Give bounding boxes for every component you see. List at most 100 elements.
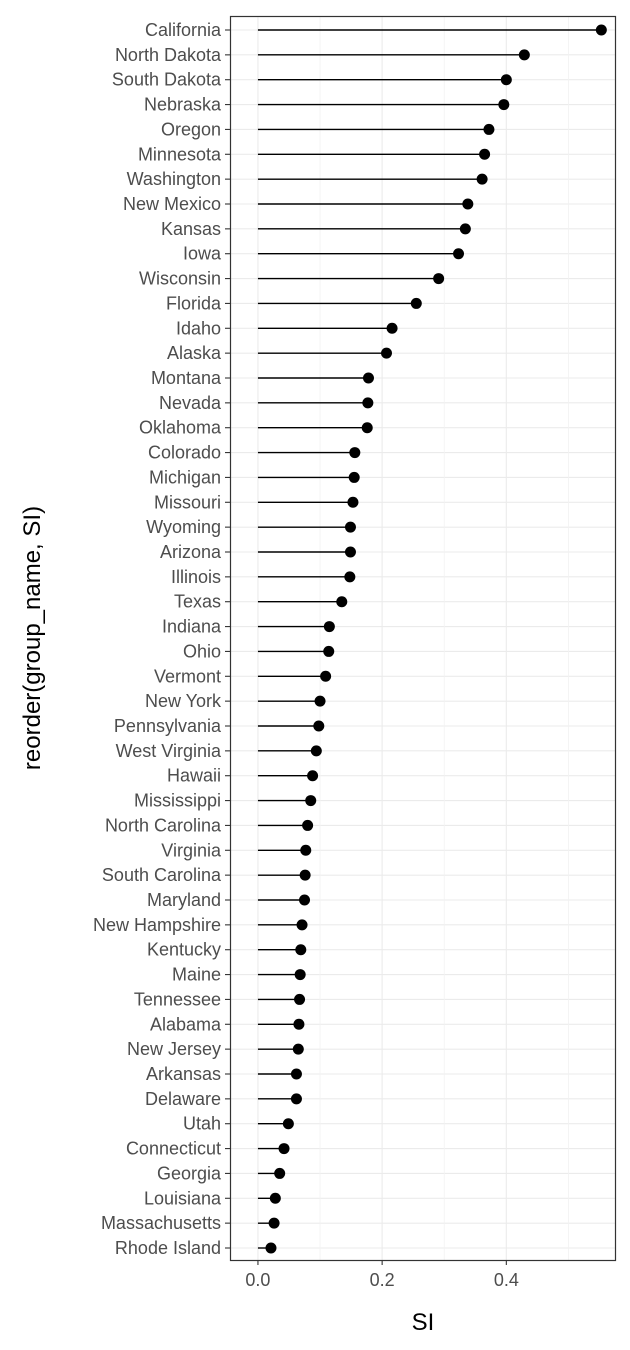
lollipop-point bbox=[361, 422, 373, 434]
lollipop-point bbox=[296, 919, 308, 931]
y-tick-label: Delaware bbox=[145, 1089, 221, 1109]
lollipop-point bbox=[282, 1118, 294, 1130]
lollipop-point bbox=[344, 521, 356, 533]
y-tick-label: Louisiana bbox=[144, 1188, 222, 1208]
y-tick-label: Michigan bbox=[149, 467, 221, 487]
y-tick-label: Idaho bbox=[176, 318, 221, 338]
x-tick-label: 0.4 bbox=[494, 1270, 519, 1290]
lollipop-point bbox=[347, 496, 359, 508]
lollipop-point bbox=[344, 571, 356, 583]
y-tick-label: Kansas bbox=[161, 219, 221, 239]
lollipop-point bbox=[274, 1167, 286, 1179]
lollipop-point bbox=[410, 297, 422, 309]
lollipop-point bbox=[483, 123, 495, 135]
y-tick-label: Arkansas bbox=[146, 1064, 221, 1084]
lollipop-point bbox=[295, 944, 307, 956]
lollipop-point bbox=[290, 1068, 302, 1080]
y-tick-label: Hawaii bbox=[167, 766, 221, 786]
y-tick-label: Massachusetts bbox=[101, 1213, 221, 1233]
lollipop-point bbox=[362, 372, 374, 384]
y-tick-label: Connecticut bbox=[126, 1139, 221, 1159]
y-tick-label: New Hampshire bbox=[93, 915, 221, 935]
x-axis-ticks: 0.0 0.2 0.4 bbox=[245, 1260, 519, 1290]
lollipop-point bbox=[344, 546, 356, 558]
lollipop-point bbox=[453, 248, 465, 260]
lollipop-point bbox=[323, 645, 335, 657]
lollipop-point bbox=[518, 49, 530, 61]
lollipop-point bbox=[268, 1217, 280, 1229]
y-tick-label: California bbox=[145, 20, 222, 40]
y-tick-label: Oregon bbox=[161, 119, 221, 139]
y-tick-label: New York bbox=[145, 691, 222, 711]
lollipop-point bbox=[314, 695, 326, 707]
y-tick-label: Washington bbox=[127, 169, 221, 189]
y-tick-label: Mississippi bbox=[134, 791, 221, 811]
lollipop-stems bbox=[257, 29, 602, 1249]
plot-panel-border bbox=[229, 15, 617, 1262]
lollipop-point bbox=[300, 844, 312, 856]
lollipop-point bbox=[595, 24, 607, 36]
y-tick-label: Ohio bbox=[183, 641, 221, 661]
y-tick-label: Maryland bbox=[147, 890, 221, 910]
y-tick-label: Alaska bbox=[167, 343, 222, 363]
y-tick-label: Iowa bbox=[183, 244, 222, 264]
lollipop-point bbox=[299, 894, 311, 906]
lollipop-point bbox=[269, 1192, 281, 1204]
lollipop-point bbox=[479, 148, 491, 160]
lollipop-point bbox=[500, 74, 512, 86]
lollipop-point bbox=[386, 322, 398, 334]
y-tick-label: Indiana bbox=[162, 617, 222, 637]
x-tick-label: 0.2 bbox=[370, 1270, 395, 1290]
lollipop-point bbox=[290, 1093, 302, 1105]
lollipop-point bbox=[310, 745, 322, 757]
lollipop-point bbox=[294, 969, 306, 981]
lollipop-point bbox=[476, 173, 488, 185]
y-tick-label: Utah bbox=[183, 1114, 221, 1134]
y-tick-label: New Jersey bbox=[127, 1039, 221, 1059]
y-tick-label: Nevada bbox=[159, 393, 222, 413]
y-tick-label: Nebraska bbox=[144, 95, 222, 115]
x-tick-label: 0.0 bbox=[245, 1270, 270, 1290]
y-tick-label: Virginia bbox=[161, 840, 222, 860]
y-tick-label: Maine bbox=[172, 965, 221, 985]
lollipop-point bbox=[336, 596, 348, 608]
y-tick-label: Alabama bbox=[150, 1014, 222, 1034]
lollipop-point bbox=[293, 1018, 305, 1030]
lollipop-point bbox=[294, 993, 306, 1005]
lollipop-point bbox=[459, 223, 471, 235]
lollipop-point bbox=[307, 770, 319, 782]
y-tick-label: Arizona bbox=[160, 542, 222, 562]
lollipop-point bbox=[498, 99, 510, 111]
lollipop-point bbox=[299, 869, 311, 881]
y-tick-label: North Carolina bbox=[105, 815, 222, 835]
lollipop-point bbox=[320, 670, 332, 682]
lollipop-point bbox=[380, 347, 392, 359]
lollipop-point bbox=[302, 819, 314, 831]
lollipop-point bbox=[305, 795, 317, 807]
y-tick-label: Florida bbox=[166, 293, 222, 313]
y-tick-label: Wisconsin bbox=[139, 269, 221, 289]
lollipop-points bbox=[265, 24, 607, 1254]
y-tick-label: Minnesota bbox=[138, 144, 222, 164]
y-tick-label: Missouri bbox=[154, 492, 221, 512]
y-axis-ticks: California North Dakota South Dakota Nebras… bbox=[93, 20, 230, 1258]
lollipop-point bbox=[462, 198, 474, 210]
y-tick-label: Pennsylvania bbox=[114, 716, 222, 736]
y-tick-label: Rhode Island bbox=[115, 1238, 221, 1258]
y-tick-label: North Dakota bbox=[115, 45, 222, 65]
y-axis-title: reorder(group_name, SI) bbox=[19, 506, 46, 770]
y-tick-label: Oklahoma bbox=[139, 418, 222, 438]
y-tick-label: Wyoming bbox=[146, 517, 221, 537]
y-tick-label: Colorado bbox=[148, 443, 221, 463]
lollipop-point bbox=[349, 447, 361, 459]
lollipop-point bbox=[433, 273, 445, 285]
y-tick-label: Illinois bbox=[171, 567, 221, 587]
lollipop-point bbox=[348, 471, 360, 483]
y-tick-label: Vermont bbox=[154, 666, 221, 686]
y-tick-label: West Virginia bbox=[116, 741, 222, 761]
y-tick-label: Georgia bbox=[157, 1163, 222, 1183]
x-axis-title: SI bbox=[412, 1309, 435, 1336]
y-tick-label: South Dakota bbox=[112, 70, 222, 90]
y-tick-label: Kentucky bbox=[147, 940, 221, 960]
